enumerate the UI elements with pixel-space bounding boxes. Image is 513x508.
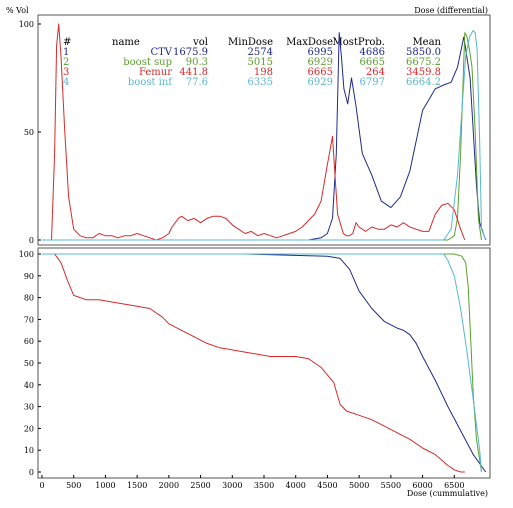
series-line-boost-sup-differential: [360, 32, 482, 241]
header-mostprob: MostProb.: [332, 37, 385, 48]
x-tick-label-3000: 3000: [222, 481, 242, 490]
cell-max-boost-sup: 6929: [308, 57, 333, 68]
cumulative-plot-frame: [37, 247, 491, 479]
cell-mean-femur: 3459.8: [406, 67, 441, 78]
x-tick-label-1500: 1500: [127, 481, 147, 490]
y-tick-label-70: 70: [24, 315, 34, 324]
series-line-boost-inf-differential: [42, 30, 487, 241]
cell-mean-ctv: 5850.0: [406, 47, 441, 58]
y-tick-label-50: 50: [24, 128, 34, 137]
y-tick-label-30: 30: [24, 403, 34, 412]
dose-table-rows: 1 CTV 1675.9 2574 6995 4686 5850.0 2 boost sup 90…: [63, 47, 441, 88]
y-tick-label-90: 90: [24, 272, 34, 281]
cell-name-boost-sup: boost sup: [123, 57, 172, 68]
x-tick-label-0: 0: [39, 481, 44, 490]
header-mean: Mean: [412, 37, 441, 48]
cumulative-x-axis-label: Dose (cummulative): [407, 489, 488, 498]
cell-min-femur: 198: [254, 67, 273, 78]
series-line-boost-sup-cumulative: [42, 253, 482, 473]
series-line-ctv-cumulative: [42, 253, 487, 473]
differential-series: [42, 23, 487, 241]
cell-num-ctv: 1: [63, 47, 69, 58]
series-line-femur-cumulative: [42, 253, 465, 473]
differential-axes: 0 50 100: [19, 20, 41, 245]
y-tick-label-50: 50: [24, 359, 34, 368]
y-tick-label-100: 100: [19, 20, 34, 29]
cell-max-boost-inf: 6929: [308, 77, 333, 88]
y-tick-label-80: 80: [24, 294, 34, 303]
cell-mean-boost-sup: 6675.2: [406, 57, 441, 68]
x-tick-label-1000: 1000: [95, 481, 115, 490]
cell-mostprob-ctv: 4686: [360, 47, 385, 58]
header-name: name: [112, 37, 140, 48]
differential-chart-title: Dose (differential): [414, 6, 488, 15]
x-tick-label-2000: 2000: [159, 481, 179, 490]
cell-num-boost-sup: 2: [63, 57, 69, 68]
y-tick-label-0: 0: [29, 236, 34, 245]
x-tick-label-6000: 6000: [412, 481, 432, 490]
series-line-ctv-differential: [205, 32, 487, 241]
series-line-femur-differential: [42, 23, 466, 241]
y-tick-label-100: 100: [19, 250, 34, 259]
y-tick-label-10: 10: [24, 446, 34, 455]
x-tick-label-5500: 5500: [381, 481, 401, 490]
header-mindose: MinDose: [228, 37, 273, 48]
cell-min-boost-inf: 6335: [248, 77, 273, 88]
y-tick-label-20: 20: [24, 424, 34, 433]
header-maxdose: MaxDose: [286, 37, 333, 48]
cell-min-ctv: 2574: [248, 47, 273, 58]
cell-mostprob-boost-inf: 6797: [360, 77, 385, 88]
table-row-ctv: 1 CTV 1675.9 2574 6995 4686 5850.0: [63, 47, 441, 58]
x-tick-label-3500: 3500: [254, 481, 274, 490]
cell-num-boost-inf: 4: [63, 77, 69, 88]
x-tick-label-2500: 2500: [190, 481, 210, 490]
cell-name-ctv: CTV: [150, 47, 172, 58]
cell-num-femur: 3: [63, 67, 69, 78]
table-row-femur: 3 Femur 441.8 198 6665 264 3459.8: [63, 67, 441, 78]
cell-vol-femur: 441.8: [179, 67, 208, 78]
header-number: #: [63, 37, 71, 48]
y-tick-label-40: 40: [24, 381, 34, 390]
x-tick-label-6500: 6500: [444, 481, 464, 490]
cell-name-femur: Femur: [139, 67, 172, 78]
x-tick-label-500: 500: [66, 481, 81, 490]
table-row-boost-inf: 4 boost inf 77.6 6335 6929 6797 6664.2: [63, 77, 441, 88]
series-line-boost-inf-cumulative: [42, 253, 482, 473]
y-tick-label-60: 60: [24, 337, 34, 346]
cell-mostprob-femur: 264: [366, 67, 385, 78]
differential-plot-frame: [37, 14, 491, 246]
y-tick-label-0: 0: [29, 468, 34, 477]
cell-mostprob-boost-sup: 6665: [360, 57, 385, 68]
table-row-boost-sup: 2 boost sup 90.3 5015 6929 6665 6675.2: [63, 57, 441, 68]
cell-name-boost-inf: boost inf: [128, 77, 173, 88]
y-axis-label: % Vol: [6, 6, 29, 15]
x-tick-label-4000: 4000: [286, 481, 306, 490]
cell-vol-boost-inf: 77.6: [186, 77, 208, 88]
cell-min-boost-sup: 5015: [248, 57, 273, 68]
cell-vol-ctv: 1675.9: [173, 47, 208, 58]
cell-vol-boost-sup: 90.3: [186, 57, 208, 68]
cell-max-ctv: 6995: [308, 47, 333, 58]
x-tick-label-4500: 4500: [317, 481, 337, 490]
header-vol: vol: [192, 37, 208, 48]
cell-max-femur: 6665: [308, 67, 333, 78]
dose-table-header: # name vol MinDose MaxDose MostProb. Mea…: [63, 37, 442, 48]
x-tick-label-5000: 5000: [349, 481, 369, 490]
cumulative-series: [42, 253, 487, 473]
cell-mean-boost-inf: 6664.2: [406, 77, 441, 88]
